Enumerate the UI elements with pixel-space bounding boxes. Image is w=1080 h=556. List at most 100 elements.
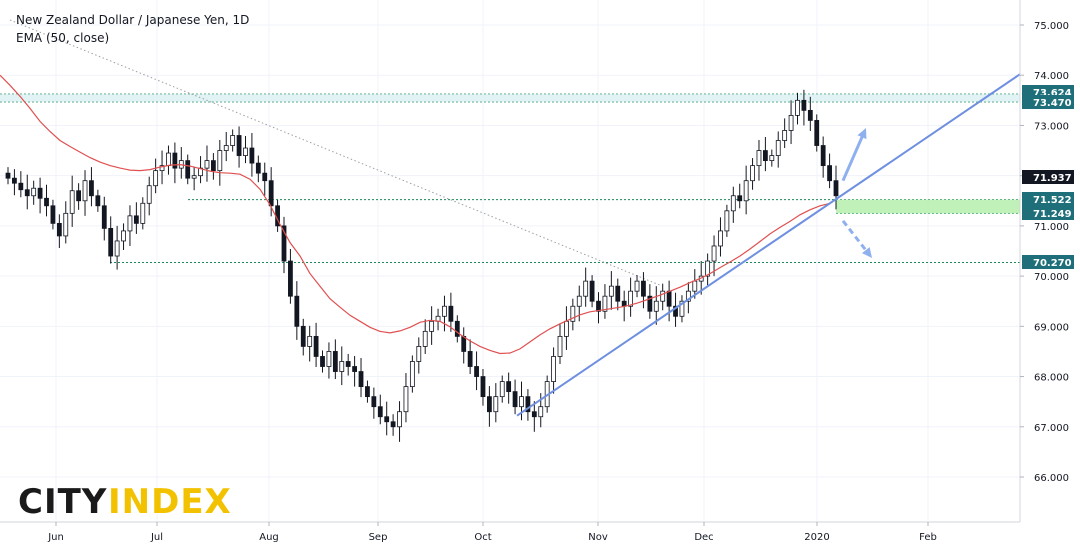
time-tick-label: Aug [259, 532, 279, 543]
candle [570, 298, 576, 331]
candle-body-down [454, 320, 460, 337]
candle-body-up [166, 152, 171, 167]
candle-body-down [358, 371, 364, 387]
candle-body-up [564, 320, 569, 337]
candle [133, 202, 139, 234]
time-tick-label: Sep [369, 532, 388, 543]
candle [814, 114, 820, 152]
candle [730, 186, 736, 223]
arrow-shaft [841, 132, 865, 182]
ascending-trendline [516, 73, 1021, 417]
candle [236, 126, 242, 168]
candle [294, 281, 300, 340]
ema-polyline [0, 74, 831, 355]
candle [108, 216, 114, 264]
price-tick-label: 69.000 [1034, 322, 1069, 333]
candle [782, 118, 788, 149]
candle-body-down [525, 396, 531, 413]
candle-body-down [506, 381, 512, 393]
candle [442, 295, 447, 332]
candle-body-up [159, 165, 165, 172]
candle [493, 383, 499, 423]
candle [653, 286, 659, 325]
candle [480, 369, 486, 406]
logo-city-text: CITY [18, 482, 107, 522]
candle [531, 401, 537, 432]
candle-body-up [114, 240, 120, 257]
candle-body-down [172, 152, 178, 169]
candle [673, 292, 678, 327]
candle [230, 129, 236, 152]
support-zone [836, 199, 1020, 214]
candle [788, 100, 794, 145]
candle-body-down [281, 225, 287, 262]
candle-body-up [692, 280, 698, 292]
candle [724, 204, 730, 237]
candle-body-down [467, 351, 473, 367]
time-tick-label: Nov [588, 532, 608, 543]
candle [69, 175, 75, 227]
price-tag-bg [1022, 255, 1074, 269]
candle-body-up [146, 185, 152, 204]
candle [467, 339, 473, 375]
candle [743, 165, 749, 215]
candle-body-down [480, 376, 486, 398]
time-tick-label: Oct [474, 532, 491, 543]
candle-body-up [63, 212, 69, 237]
candle-body-down [673, 305, 678, 317]
candle [281, 216, 287, 274]
candle [153, 158, 159, 194]
arrow-down [841, 219, 872, 259]
candle-body-down [210, 160, 216, 172]
candle-body-up [551, 356, 556, 382]
candle [121, 223, 126, 250]
candle-body-up [685, 290, 691, 302]
time-axis[interactable]: Jun Jul Aug Sep Oct Nov Dec 2020 Feb [47, 522, 937, 543]
candle-body-up [775, 140, 781, 156]
candle-body-up [422, 330, 428, 347]
candle-body-up [583, 280, 589, 297]
candle [352, 355, 358, 387]
candle [307, 325, 313, 362]
candle [223, 131, 229, 162]
candle [185, 154, 191, 185]
price-tick-label: 74.000 [1034, 71, 1069, 82]
time-tick-label: Jun [47, 532, 64, 543]
candle-body-down [820, 145, 826, 167]
candle [44, 184, 49, 217]
ema-line [0, 74, 831, 355]
candle [204, 145, 210, 182]
dotted-downtrend-segment [9, 19, 661, 286]
candle-body-down [133, 215, 139, 224]
candle [685, 282, 691, 314]
candle-body-up [223, 145, 229, 151]
candle-body-down [371, 396, 377, 408]
candle-body-down [737, 195, 743, 202]
candle-body-down [365, 386, 370, 398]
grid [0, 0, 1020, 522]
candle [833, 165, 839, 210]
candle [397, 401, 402, 442]
arrow-head [857, 127, 867, 140]
candle-body-up [718, 230, 723, 247]
candle-body-down [390, 421, 396, 428]
candle-body-up [634, 280, 640, 292]
candle-body-down [814, 120, 820, 146]
candle [705, 253, 711, 286]
arrow-head [861, 247, 872, 259]
candle [551, 347, 556, 394]
candle-body-down [377, 406, 383, 418]
candle-body-down [666, 290, 672, 307]
candle [602, 284, 608, 319]
candle [750, 158, 755, 190]
candle-body-up [756, 150, 762, 167]
candle [50, 199, 56, 230]
candle [628, 277, 634, 317]
candle [820, 136, 826, 178]
price-tick-label: 67.000 [1034, 423, 1069, 434]
candle-body-up [243, 147, 248, 156]
candle [718, 217, 723, 257]
candle-body-up [217, 150, 223, 172]
